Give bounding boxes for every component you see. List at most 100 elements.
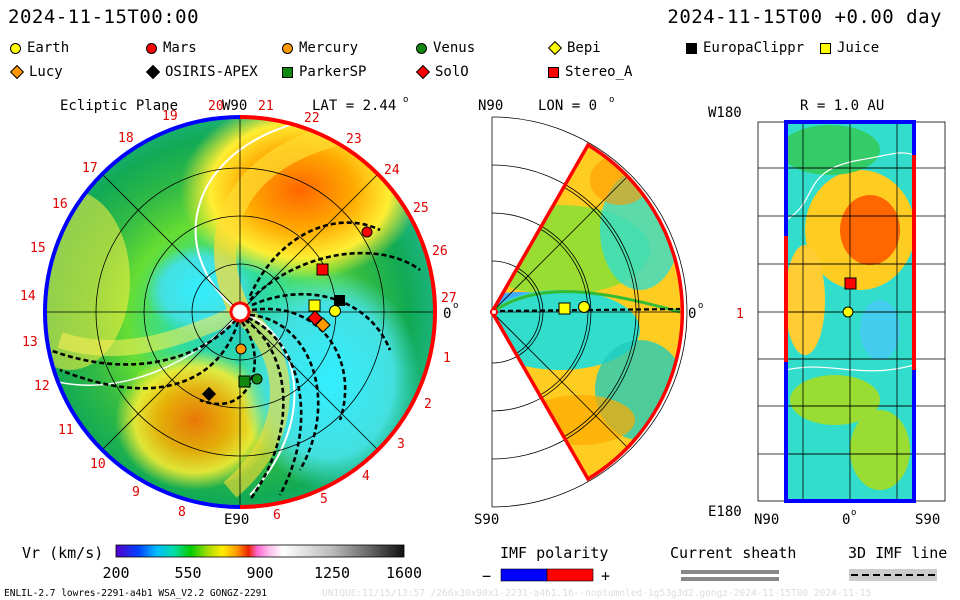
legend-label: Venus — [433, 40, 476, 56]
colorbar-ticks: 200 550 900 1250 1600 — [102, 564, 422, 582]
colorbar-label: Vr (km/s) — [22, 544, 103, 562]
venus-marker — [251, 373, 263, 385]
juice-marker — [308, 299, 321, 312]
legend-label: ParkerSP — [299, 64, 367, 80]
imf3d-legend: 3D IMF line — [848, 544, 947, 581]
sector-label: 23 — [346, 132, 362, 147]
parker-marker — [238, 375, 251, 388]
sector-label: 17 — [82, 161, 98, 176]
osiris-apex-marker — [201, 386, 217, 402]
datetime-right: 2024-11-15T00 +0.00 day — [667, 6, 942, 28]
sector-label: 18 — [118, 131, 134, 146]
stereo-a-marker — [316, 263, 329, 276]
lon-degree: o — [609, 95, 614, 105]
square-marker-icon — [820, 42, 831, 54]
legend-item: OSIRIS-APEX — [145, 64, 258, 80]
mer-zero-label: 0 — [688, 306, 696, 322]
square-marker-icon — [282, 66, 293, 78]
circle-marker-icon — [10, 42, 21, 54]
current-sheath-legend: Current sheath — [670, 544, 796, 581]
legend-item: Lucy — [9, 64, 63, 80]
lon-label: LON = 0 — [538, 98, 597, 114]
sector-label: 8 — [178, 505, 186, 520]
colorbar-tick: 200 — [102, 564, 129, 582]
legend-item: Earth — [10, 40, 69, 56]
sector-label: 11 — [58, 423, 74, 438]
sector-label: 4 — [362, 469, 370, 484]
sector-label: 12 — [34, 379, 50, 394]
legend-label: Bepi — [567, 40, 601, 56]
sector-label: 19 — [162, 109, 178, 124]
velocity-colorbar: Vr (km/s) 200 550 900 1250 1600 — [22, 544, 422, 582]
ecliptic-plot: Ecliptic Plane W90 E90 LAT = 2.44 o 0 o … — [20, 95, 458, 528]
radial-zero-label: 0 — [842, 512, 850, 528]
legend-label: Mars — [163, 40, 197, 56]
legend-label: Juice — [837, 40, 880, 56]
legend-item: Bepi — [547, 40, 601, 56]
legend-label: Stereo_A — [565, 64, 633, 80]
sector-label: 13 — [22, 335, 38, 350]
legend-label: EuropaClippr — [703, 40, 805, 56]
imf-title: IMF polarity — [500, 544, 608, 562]
mer-zero-degree: o — [698, 301, 703, 311]
ecl-zero-label: 0 — [443, 306, 451, 322]
colorbar-tick: 1600 — [386, 564, 422, 582]
circle-marker-icon — [416, 42, 427, 54]
legend-label: Mercury — [299, 40, 359, 56]
s90-label: S90 — [474, 512, 499, 528]
imf-polarity-legend: IMF polarity − + — [482, 544, 610, 585]
radial-map: R = 1.0 AU W180 E180 1 N90 0 o S90 — [708, 98, 946, 528]
legend-label: Earth — [27, 40, 70, 56]
colorbar-tick: 900 — [246, 564, 273, 582]
sector-label: 24 — [384, 163, 400, 178]
sector-label: 5 — [320, 492, 328, 507]
model-info: ENLIL-2.7 lowres-2291-a4b1 WSA_V2.2 GONG… — [4, 588, 267, 599]
e180-label: E180 — [708, 504, 742, 520]
earth-marker — [329, 305, 341, 317]
mercury-marker — [235, 343, 247, 355]
europa-clipper-marker — [334, 295, 345, 306]
sector-label: 15 — [30, 241, 46, 256]
sector-label: 3 — [397, 437, 405, 452]
legend-item: Venus — [416, 40, 475, 56]
sector-label: 21 — [258, 99, 274, 114]
sector-label: 14 — [20, 289, 36, 304]
square-marker-icon — [686, 42, 697, 54]
datetime-left: 2024-11-15T00:00 — [8, 6, 200, 28]
imf-plus: + — [601, 567, 610, 585]
imf-positive-swatch — [546, 568, 594, 582]
square-marker-icon — [548, 66, 559, 78]
ecl-zero-degree: o — [453, 301, 458, 311]
radial-mid-label: 1 — [736, 307, 744, 322]
sector-label: 25 — [413, 201, 429, 216]
legend-label: Lucy — [29, 64, 63, 80]
sector-label: 1 — [443, 351, 451, 366]
legend-item: EuropaClippr — [686, 40, 804, 56]
imf-negative-swatch — [500, 568, 548, 582]
lat-label: LAT = 2.44 — [312, 98, 396, 114]
sector-label: 27 — [441, 291, 457, 306]
colorbar-tick: 1250 — [314, 564, 350, 582]
sheath-title: Current sheath — [670, 544, 796, 562]
sector-label: 16 — [52, 197, 68, 212]
legend-item: Mars — [146, 40, 197, 56]
imf3d-title: 3D IMF line — [848, 544, 947, 562]
w90-label: W90 — [222, 98, 247, 114]
n90-label: N90 — [478, 98, 503, 114]
circle-marker-icon — [282, 42, 293, 54]
legend-item: SolO — [415, 64, 469, 80]
sector-label: 10 — [90, 457, 106, 472]
solo-marker — [307, 310, 323, 326]
legend-item: Stereo_A — [548, 64, 632, 80]
lucy-marker — [315, 317, 331, 333]
lat-degree: o — [403, 95, 408, 105]
legend-label: OSIRIS-APEX — [165, 64, 258, 80]
radial-n90-label: N90 — [754, 512, 779, 528]
sector-label: 20 — [208, 99, 224, 114]
e90-label: E90 — [224, 512, 249, 528]
circle-marker-icon — [146, 42, 157, 54]
radial-zero-degree: o — [851, 508, 856, 518]
ecliptic-title: Ecliptic Plane — [60, 98, 178, 114]
colorbar-tick: 550 — [174, 564, 201, 582]
radius-label: R = 1.0 AU — [800, 98, 884, 114]
